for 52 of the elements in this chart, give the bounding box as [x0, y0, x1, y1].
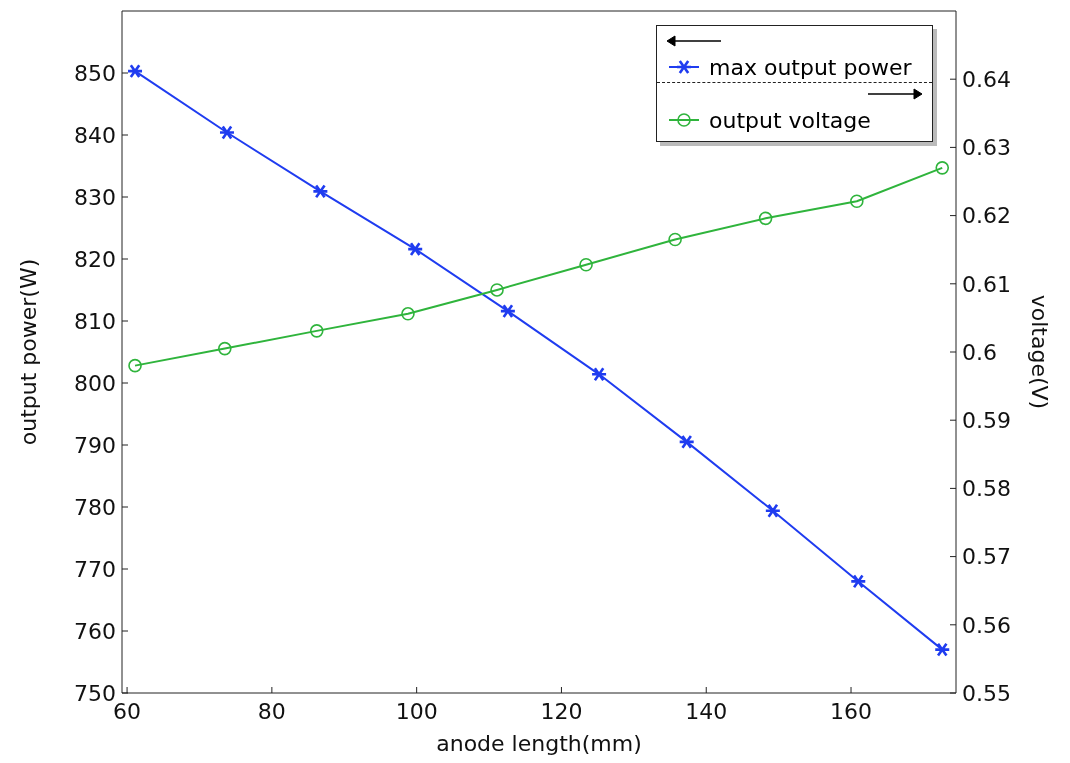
point [933, 642, 951, 657]
y-tick-label: 780 [74, 494, 116, 520]
point [850, 194, 864, 209]
y-tick-label: 850 [74, 60, 116, 86]
point [401, 307, 415, 321]
y-tick-label: 840 [74, 122, 116, 148]
y2-axis-title: voltage(V) [1027, 294, 1053, 410]
y2-tick-label: 0.62 [962, 203, 1011, 229]
point [218, 341, 232, 356]
point [128, 358, 142, 373]
point [309, 324, 324, 338]
y-tick-label: 830 [74, 184, 116, 210]
y-axis-title: output power(W) [15, 258, 41, 446]
y2-tick-label: 0.59 [962, 408, 1011, 434]
point [490, 283, 504, 297]
x-tick-label: 160 [830, 698, 873, 724]
x-tick-label: 60 [113, 698, 142, 724]
y-tick-label: 770 [74, 556, 116, 582]
point [126, 63, 144, 79]
x-tick-label: 80 [257, 698, 286, 724]
y-tick-label: 820 [74, 246, 116, 272]
y2-tick-label: 0.6 [962, 339, 997, 365]
y-tick-label: 800 [74, 370, 116, 396]
y-tick-label: 760 [74, 618, 116, 644]
point [678, 434, 695, 450]
point [849, 574, 867, 589]
x-tick-label: 100 [395, 698, 438, 724]
point [590, 367, 608, 382]
point [312, 184, 329, 199]
x-axis-title: anode length(mm) [436, 731, 642, 756]
y2-tick-label: 0.63 [962, 135, 1011, 161]
point [764, 503, 782, 518]
y2-tick-label: 0.58 [962, 476, 1011, 502]
point [935, 161, 950, 175]
y-tick-label: 810 [74, 308, 116, 334]
y2-tick-label: 0.55 [962, 680, 1011, 706]
y2-tick-label: 0.64 [962, 67, 1011, 93]
x-tick-label: 120 [540, 698, 583, 724]
point [218, 125, 236, 140]
legend-label: max output power [709, 54, 912, 80]
y2-tick-label: 0.57 [962, 544, 1011, 570]
y2-tick-label: 0.56 [962, 612, 1011, 638]
point [668, 232, 682, 247]
point [406, 241, 424, 257]
legend-label: output voltage [709, 107, 871, 133]
y-tick-label: 750 [74, 680, 116, 706]
y-tick-label: 790 [74, 432, 116, 458]
point [499, 303, 517, 319]
y2-tick-label: 0.61 [962, 271, 1011, 297]
x-tick-label: 140 [685, 698, 728, 724]
point [579, 257, 593, 272]
point [758, 211, 773, 226]
